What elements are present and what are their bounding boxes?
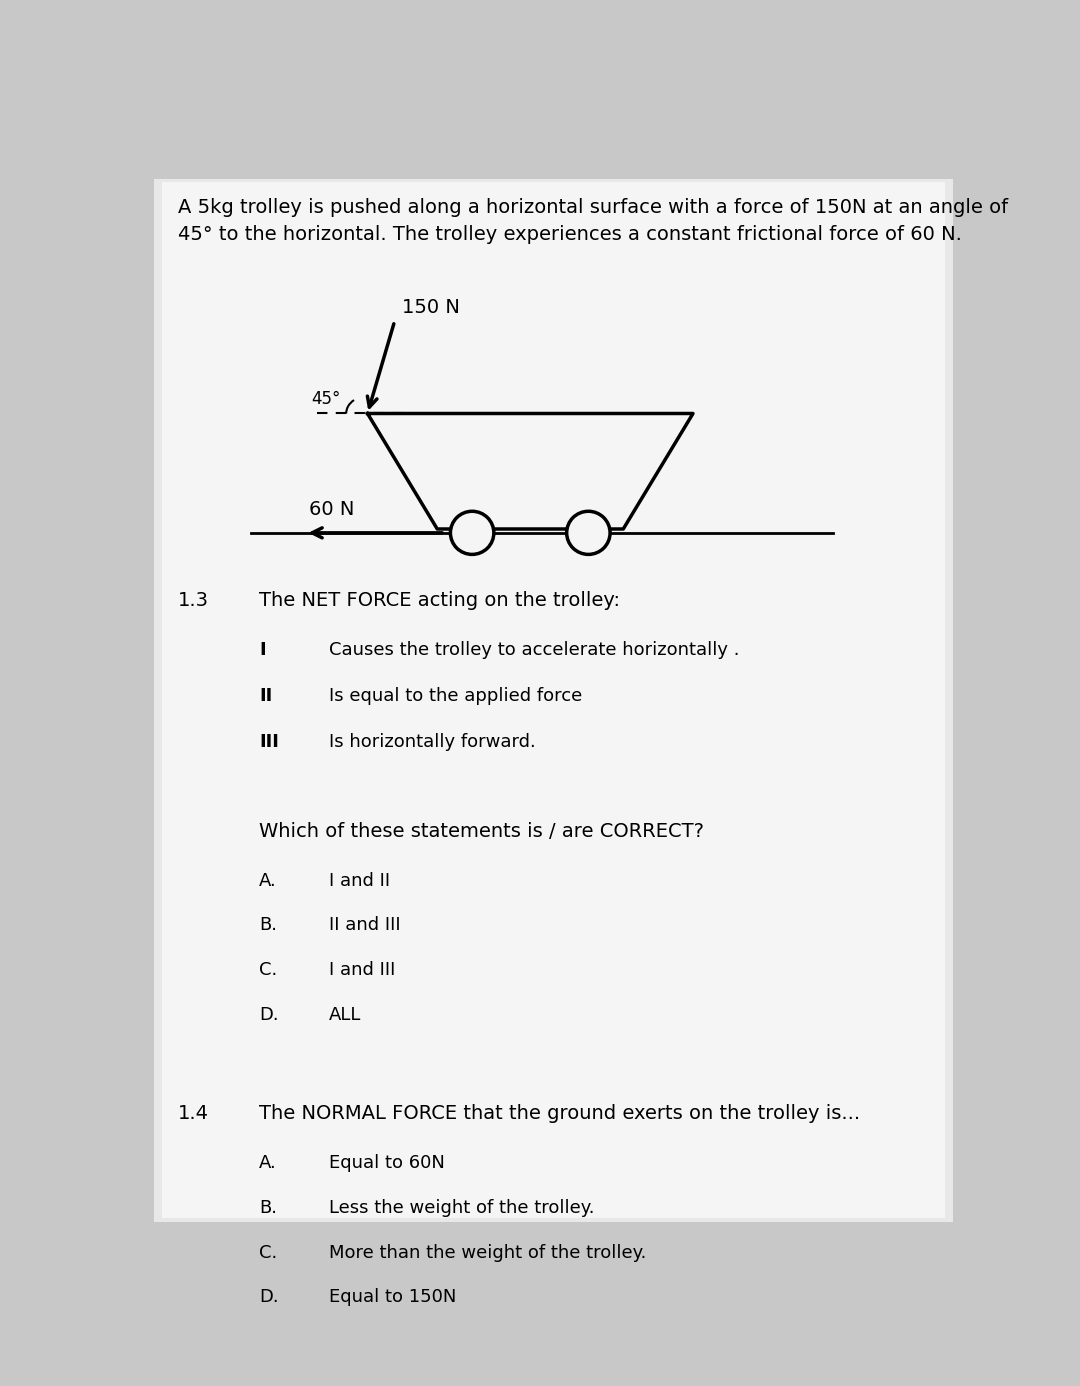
- Text: D.: D.: [259, 1288, 279, 1306]
- Text: III: III: [259, 733, 279, 751]
- Text: Equal to 150N: Equal to 150N: [328, 1288, 456, 1306]
- Text: D.: D.: [259, 1006, 279, 1024]
- Text: The NORMAL FORCE that the ground exerts on the trolley is...: The NORMAL FORCE that the ground exerts …: [259, 1105, 860, 1123]
- Circle shape: [450, 511, 494, 554]
- FancyBboxPatch shape: [162, 183, 945, 1218]
- Text: Causes the trolley to accelerate horizontally .: Causes the trolley to accelerate horizon…: [328, 640, 739, 658]
- Text: 1.3: 1.3: [177, 590, 208, 610]
- Text: More than the weight of the trolley.: More than the weight of the trolley.: [328, 1243, 646, 1261]
- FancyBboxPatch shape: [154, 179, 953, 1222]
- Text: ALL: ALL: [328, 1006, 361, 1024]
- Text: Is horizontally forward.: Is horizontally forward.: [328, 733, 536, 751]
- Text: B.: B.: [259, 916, 276, 934]
- Text: II: II: [259, 687, 272, 705]
- Text: C.: C.: [259, 960, 278, 979]
- Text: A.: A.: [259, 1155, 276, 1173]
- Text: 45° to the horizontal. The trolley experiences a constant frictional force of 60: 45° to the horizontal. The trolley exper…: [177, 225, 961, 244]
- Text: A.: A.: [259, 872, 276, 890]
- Text: B.: B.: [259, 1199, 276, 1217]
- Text: 45°: 45°: [312, 389, 341, 407]
- Text: Less the weight of the trolley.: Less the weight of the trolley.: [328, 1199, 594, 1217]
- Text: C.: C.: [259, 1243, 278, 1261]
- Text: II and III: II and III: [328, 916, 401, 934]
- Text: A 5kg trolley is pushed along a horizontal surface with a force of 150N at an an: A 5kg trolley is pushed along a horizont…: [177, 198, 1008, 216]
- Circle shape: [567, 511, 610, 554]
- Text: The NET FORCE acting on the trolley:: The NET FORCE acting on the trolley:: [259, 590, 620, 610]
- Text: I and II: I and II: [328, 872, 390, 890]
- Text: 60 N: 60 N: [309, 500, 354, 518]
- Text: I: I: [259, 640, 266, 658]
- Text: Equal to 60N: Equal to 60N: [328, 1155, 445, 1173]
- Text: Is equal to the applied force: Is equal to the applied force: [328, 687, 582, 705]
- Text: 1.4: 1.4: [177, 1105, 208, 1123]
- Text: Which of these statements is / are CORRECT?: Which of these statements is / are CORRE…: [259, 822, 704, 840]
- Text: 150 N: 150 N: [403, 298, 460, 317]
- Text: I and III: I and III: [328, 960, 395, 979]
